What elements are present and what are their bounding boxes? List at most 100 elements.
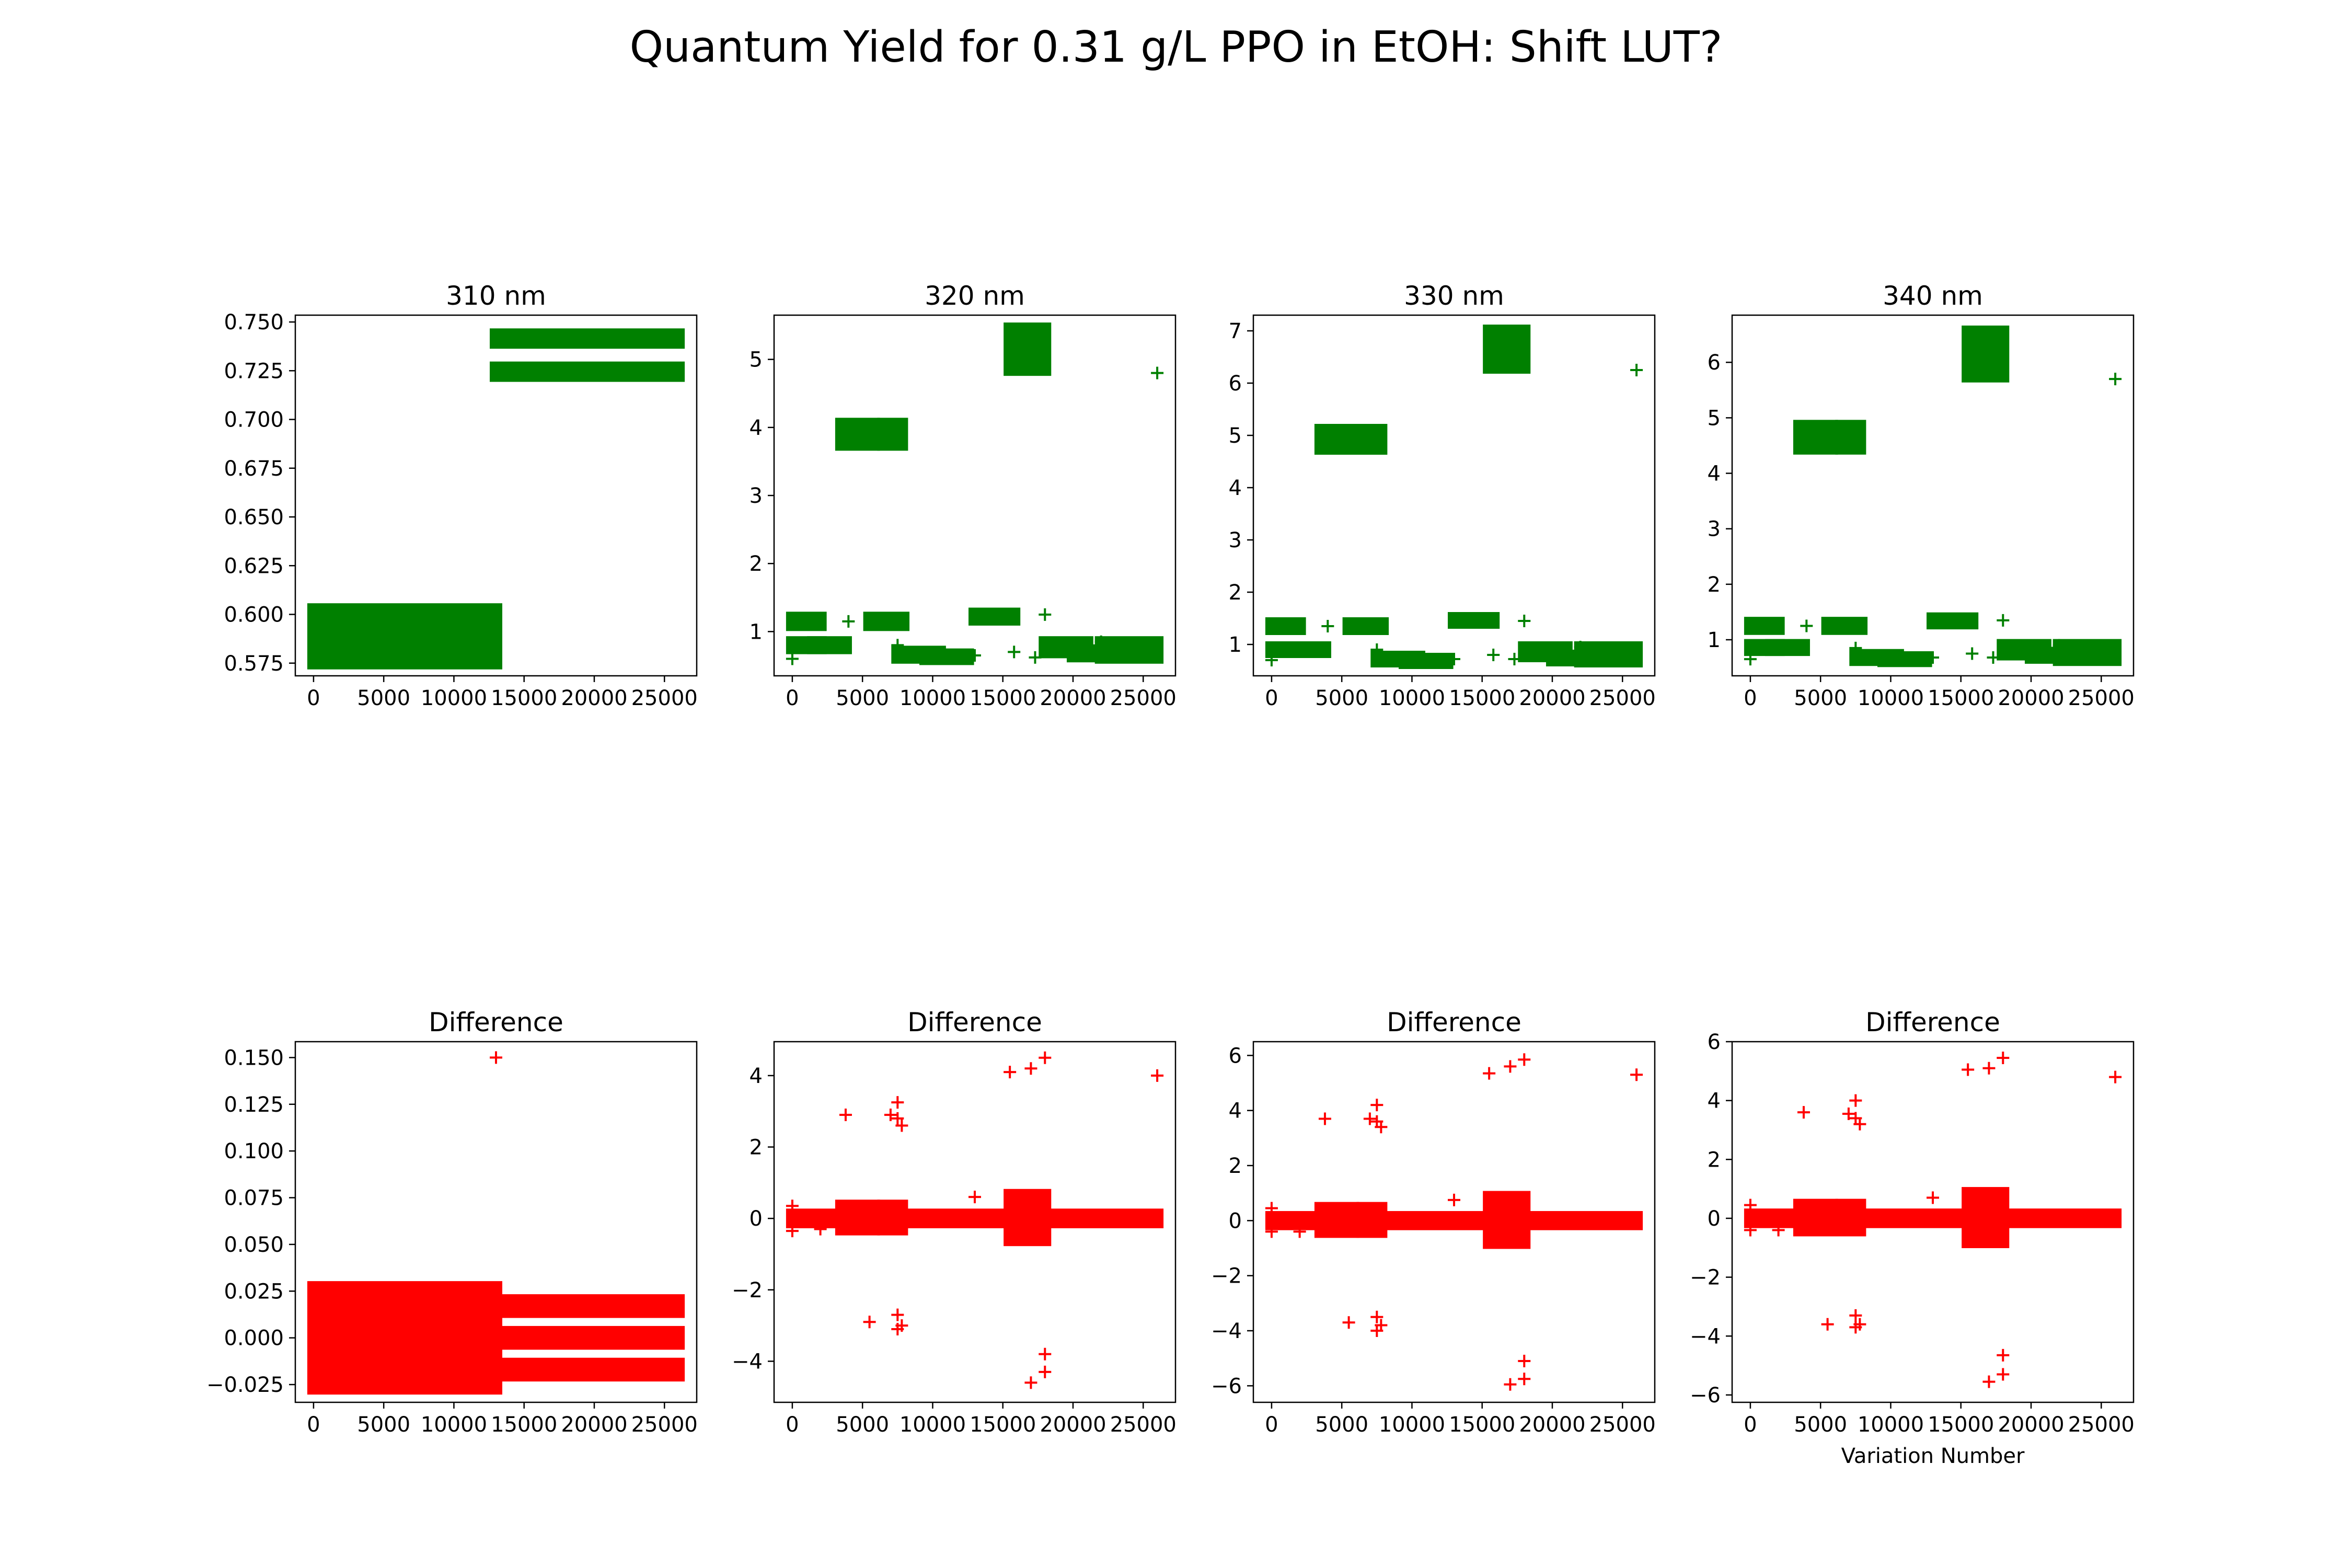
data-point-marker — [1800, 619, 1813, 632]
y-tick-label: 3 — [1708, 517, 1721, 541]
axes-frame — [1731, 1041, 2135, 1403]
y-tick-label: 6 — [1229, 1044, 1242, 1068]
x-tick-label: 0 — [1744, 1413, 1757, 1437]
data-point-marker — [1321, 620, 1334, 632]
x-tick-label: 25000 — [1110, 686, 1177, 710]
x-tick-label: 15000 — [1928, 1413, 1994, 1437]
y-tick-label: 5 — [1229, 424, 1242, 448]
y-tick-label: 0.750 — [224, 310, 284, 335]
x-tick-label: 10000 — [1858, 686, 1924, 710]
subplot-4: 340 nm 0 5000 10000 15000 20000 25000 1 2 3 4 5 6 — [1708, 281, 2135, 710]
data-point-marker — [1504, 1060, 1517, 1073]
data-point-marker — [1363, 1112, 1376, 1125]
data-point-marker — [1997, 1051, 2010, 1064]
y-tick-label: −0.025 — [206, 1373, 284, 1397]
data-point-marker — [891, 1112, 904, 1125]
x-tick-label: 25000 — [2068, 1413, 2135, 1437]
data-band — [1399, 653, 1454, 669]
y-tick-label: 1 — [1229, 633, 1242, 657]
y-tick-label: 7 — [1229, 319, 1242, 343]
x-tick-label: 25000 — [1589, 1413, 1656, 1437]
x-tick-label: 20000 — [1040, 686, 1106, 710]
y-tick-label: 2 — [1229, 1154, 1242, 1178]
data-band — [1483, 1191, 1531, 1249]
subplot-3: 330 nm 0 5000 10000 15000 20000 25000 1 2 3 4 5 6 7 — [1229, 281, 1656, 710]
subplot-8: Difference 0 5000 10000 15000 20000 25000 −6 −4 −… — [1690, 1007, 2135, 1468]
data-point-marker — [1518, 1354, 1531, 1367]
data-point-marker — [1448, 1193, 1460, 1206]
data-band — [1744, 617, 1785, 635]
data-point-marker — [1370, 1324, 1383, 1338]
data-point-marker — [1039, 1365, 1052, 1378]
x-tick-label: 15000 — [1449, 686, 1515, 710]
y-tick-label: 0.625 — [224, 554, 284, 578]
data-point-marker — [2109, 373, 2122, 386]
data-point-marker — [1849, 1309, 1862, 1322]
data-point-marker — [1318, 1112, 1331, 1125]
data-band — [1094, 636, 1164, 664]
axes-frame — [294, 1041, 698, 1403]
data-point-marker — [1518, 615, 1531, 627]
data-band — [863, 612, 910, 631]
data-band — [1314, 424, 1359, 455]
axes-frame — [1731, 314, 2135, 677]
data-point-marker — [1574, 641, 1587, 653]
y-tick-label: 4 — [750, 1064, 763, 1088]
data-point-marker — [1853, 1117, 1866, 1131]
subplot-title: Difference — [429, 1007, 563, 1037]
subplot-5: Difference 0 5000 10000 15000 20000 25000 −0.02… — [206, 1007, 698, 1437]
y-tick-label: 0 — [1708, 1207, 1721, 1231]
data-band — [1962, 325, 2010, 383]
y-tick-label: 0.075 — [224, 1186, 284, 1210]
y-tick-label: 1 — [1708, 628, 1721, 652]
data-point-marker — [891, 1322, 904, 1335]
data-point-marker — [1849, 1094, 1862, 1107]
data-point-marker — [1265, 1225, 1278, 1238]
data-point-marker — [1008, 645, 1021, 659]
data-layer — [1265, 325, 1643, 669]
data-band — [877, 1200, 908, 1236]
x-tick-label: 0 — [786, 686, 799, 710]
data-band — [490, 1325, 685, 1350]
data-band — [1286, 641, 1331, 658]
y-tick-label: 0 — [750, 1207, 763, 1231]
data-point-marker — [1342, 1316, 1355, 1329]
y-tick-label: 2 — [750, 552, 763, 576]
x-tick-label: 10000 — [900, 1413, 966, 1437]
data-layer — [1744, 325, 2122, 667]
y-tick-label: 5 — [750, 348, 763, 372]
data-point-marker — [1982, 1375, 1996, 1388]
y-tick-label: −6 — [1690, 1383, 1721, 1408]
data-point-marker — [1448, 653, 1460, 665]
x-tick-label: 15000 — [1449, 1413, 1515, 1437]
x-tick-label: 5000 — [357, 686, 410, 710]
data-band — [1356, 1202, 1388, 1238]
y-tick-label: 0.100 — [224, 1139, 284, 1163]
data-point-marker — [1504, 1378, 1517, 1391]
data-point-marker — [1630, 1068, 1643, 1081]
subplot-title: 330 nm — [1404, 281, 1504, 311]
y-tick-label: 2 — [1229, 581, 1242, 605]
axes-frame — [773, 1041, 1177, 1403]
subplot-7: Difference 0 5000 10000 15000 20000 25000 −6 −4 −… — [1211, 1007, 1656, 1437]
subplot-grid: 310 nm0 5000 10000 15000 20000 250000.5750.60… — [206, 281, 2135, 1468]
data-point-marker — [1982, 1062, 1996, 1075]
y-tick-label: −4 — [732, 1350, 763, 1374]
x-tick-label: 0 — [307, 1413, 320, 1437]
data-point-marker — [1518, 1373, 1531, 1386]
y-tick-label: −2 — [1211, 1264, 1242, 1288]
data-band — [1793, 1198, 1838, 1237]
data-point-marker — [2109, 1070, 2122, 1083]
x-tick-label: 0 — [1265, 686, 1278, 710]
data-band — [807, 636, 852, 654]
y-tick-label: 0.125 — [224, 1093, 284, 1117]
y-tick-label: 0.700 — [224, 408, 284, 432]
x-tick-label: 25000 — [631, 686, 698, 710]
data-point-marker — [891, 639, 904, 652]
x-tick-label: 5000 — [1315, 686, 1368, 710]
data-point-marker — [1927, 1191, 1939, 1204]
data-point-marker — [895, 1119, 908, 1132]
data-band — [1265, 617, 1306, 635]
y-tick-label: 0.575 — [224, 652, 284, 676]
data-band — [1927, 612, 1979, 630]
